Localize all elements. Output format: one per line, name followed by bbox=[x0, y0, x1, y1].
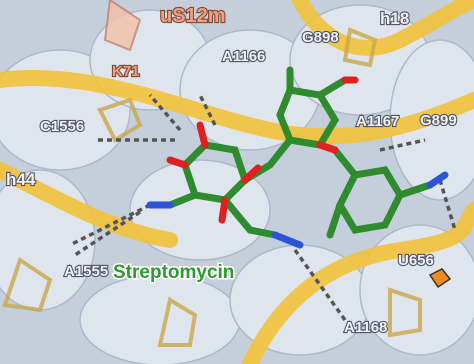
residue-label: A1166 bbox=[222, 48, 265, 65]
residue-label: C1556 bbox=[40, 118, 84, 135]
residue-label: G899 bbox=[420, 112, 457, 129]
drug-label: Streptomycin bbox=[113, 262, 234, 283]
residue-label: A1555 bbox=[64, 263, 108, 280]
residue-label: A1168 bbox=[344, 319, 387, 336]
streptomycin-model bbox=[146, 66, 449, 249]
residue-label: A1167 bbox=[356, 113, 399, 130]
helix-label: h44 bbox=[6, 170, 36, 189]
labels: uS12m K71 A1166 G898 h18 C1556 A1167 G89… bbox=[5, 4, 458, 337]
protein-label: uS12m bbox=[160, 5, 226, 27]
helix-label: h18 bbox=[380, 9, 409, 28]
residue-label: G898 bbox=[302, 29, 339, 46]
residue-label: U656 bbox=[398, 252, 434, 269]
residue-label: K71 bbox=[112, 63, 140, 80]
hydrogen-bonds bbox=[69, 93, 457, 322]
